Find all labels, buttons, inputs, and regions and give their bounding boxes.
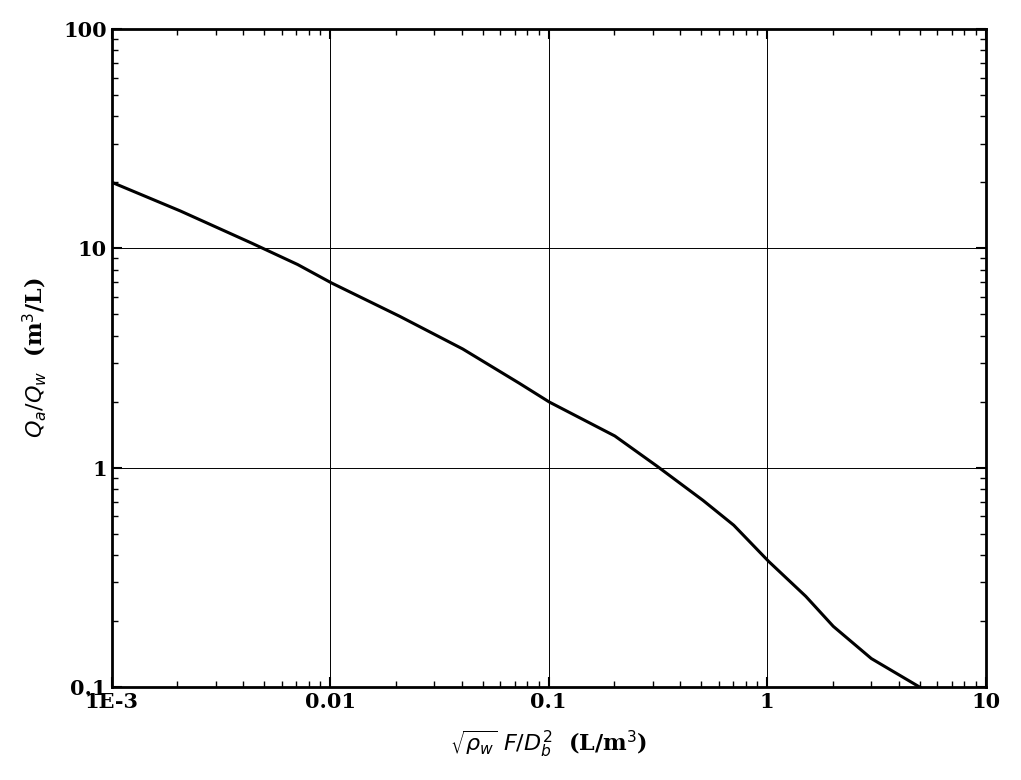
Y-axis label: $Q_a/Q_w$  (m$^3$/L): $Q_a/Q_w$ (m$^3$/L) xyxy=(20,278,49,438)
X-axis label: $\sqrt{\rho_w}\ F/D_b^2$  (L/m$^3$): $\sqrt{\rho_w}\ F/D_b^2$ (L/m$^3$) xyxy=(450,729,647,759)
